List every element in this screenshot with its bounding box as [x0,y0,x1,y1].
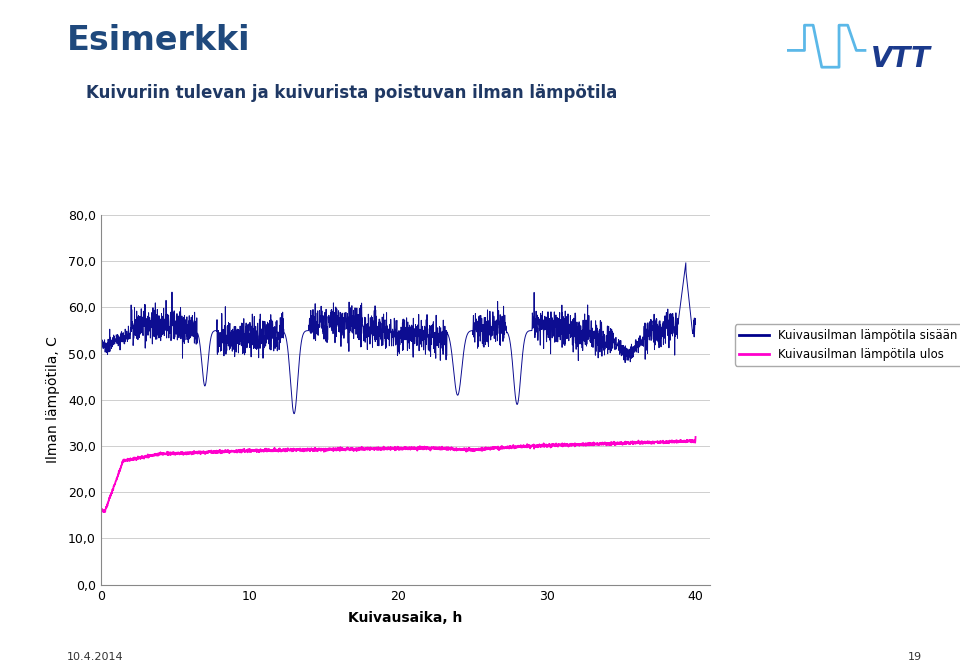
Text: VTT: VTT [871,45,930,73]
Text: 19: 19 [907,652,922,662]
Y-axis label: Ilman lämpötila, C: Ilman lämpötila, C [46,337,60,463]
Legend: Kuivausilman lämpötila sisään, Kuivausilman lämpötila ulos: Kuivausilman lämpötila sisään, Kuivausil… [734,325,960,366]
Text: 10.4.2014: 10.4.2014 [67,652,124,662]
Text: Kuivuriin tulevan ja kuivurista poistuvan ilman lämpötila: Kuivuriin tulevan ja kuivurista poistuva… [86,84,617,102]
X-axis label: Kuivausaika, h: Kuivausaika, h [348,611,463,625]
Text: Esimerkki: Esimerkki [67,24,251,56]
